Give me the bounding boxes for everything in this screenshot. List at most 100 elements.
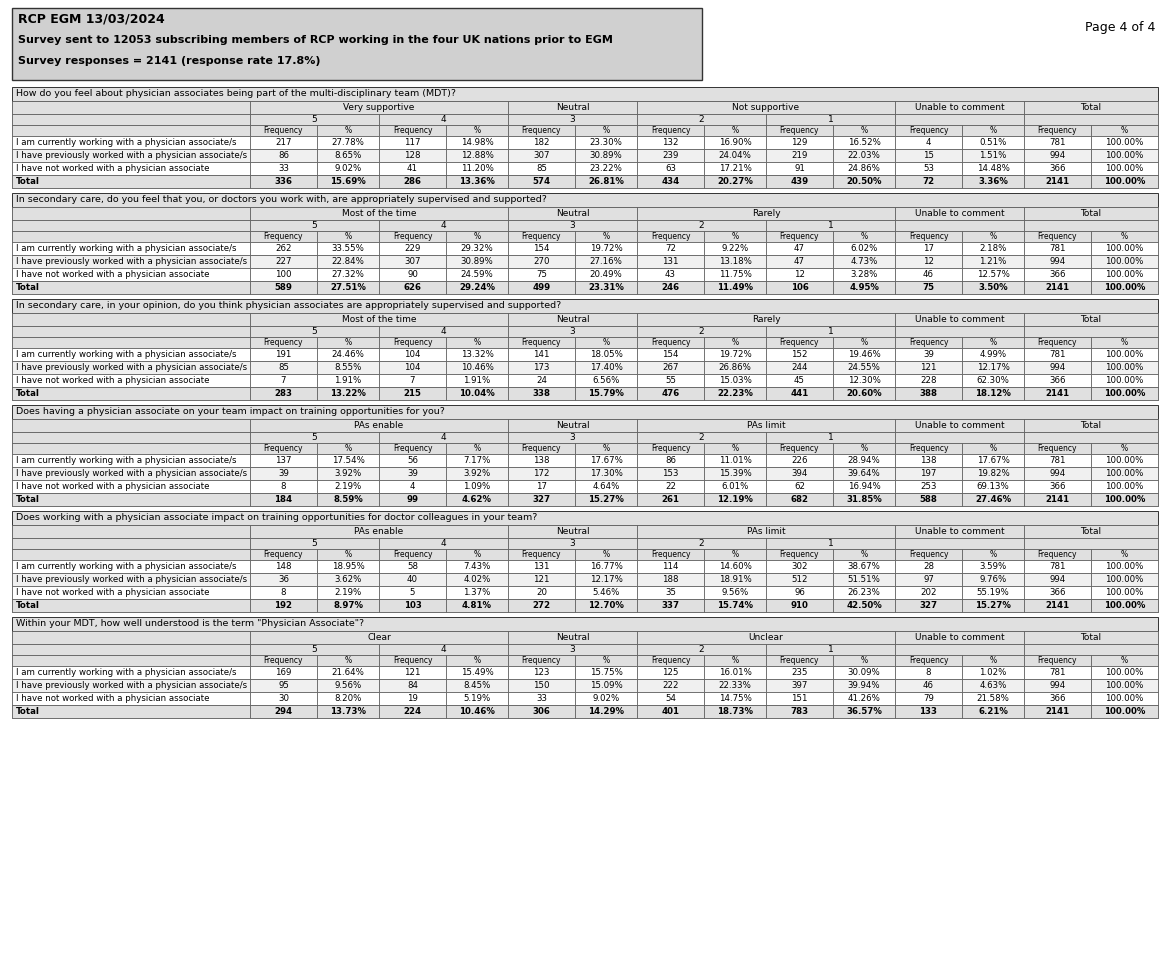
Text: 100.00%: 100.00% [1106,151,1144,160]
Bar [508,162,574,175]
Bar [250,631,508,644]
Text: 2: 2 [698,221,704,230]
Bar [1090,586,1158,599]
Bar [508,313,636,326]
Bar [574,480,636,493]
Bar [636,705,704,718]
Bar [1090,573,1158,586]
Bar [317,268,379,281]
Bar [895,454,962,467]
Text: 84: 84 [407,681,418,690]
Bar [379,573,446,586]
Bar [317,679,379,692]
Text: 336: 336 [275,177,292,186]
Bar [833,231,895,242]
Text: 2.18%: 2.18% [979,244,1006,253]
Text: 47: 47 [794,244,805,253]
Bar [12,136,250,149]
Bar [508,560,574,573]
Bar [766,337,833,348]
Bar [12,242,1158,255]
Text: 132: 132 [662,138,679,147]
Bar [704,337,766,348]
Text: 100.00%: 100.00% [1103,177,1145,186]
Bar [508,231,574,242]
Bar [12,443,250,454]
Bar [766,387,833,400]
Bar [508,586,574,599]
Text: %: % [1121,656,1128,665]
Text: Rarely: Rarely [751,315,780,324]
Bar [12,231,1158,242]
Bar [636,255,704,268]
Bar [250,255,317,268]
Text: 13.18%: 13.18% [718,257,751,266]
Bar [379,361,446,374]
Bar [636,242,704,255]
Bar [508,692,574,705]
Text: 4.73%: 4.73% [851,257,878,266]
Text: 1: 1 [827,539,833,548]
Text: 138: 138 [534,456,550,465]
Bar [12,467,250,480]
Bar [895,136,962,149]
Bar [574,149,636,162]
Bar [1090,374,1158,387]
Text: 54: 54 [665,694,676,703]
Bar [895,175,962,188]
Bar [317,162,379,175]
Text: 8.45%: 8.45% [463,681,490,690]
Bar [704,281,766,294]
Text: 7: 7 [281,376,287,385]
Text: Frequency: Frequency [522,656,562,665]
Text: 121: 121 [921,363,937,372]
Bar [12,586,250,599]
Bar [766,231,833,242]
Bar [833,573,895,586]
Text: PAs limit: PAs limit [746,527,785,536]
Bar [317,443,379,454]
Text: Frequency: Frequency [393,444,432,453]
Bar [636,101,895,114]
Bar [379,348,446,361]
Bar [379,281,446,294]
Bar [12,549,1158,560]
Bar [766,242,833,255]
Bar [317,692,379,705]
Text: 100.00%: 100.00% [1106,376,1144,385]
Text: I have previously worked with a physician associate/s: I have previously worked with a physicia… [16,363,247,372]
Bar [704,443,766,454]
Bar [250,149,317,162]
Text: Most of the time: Most of the time [342,209,417,218]
Bar [766,454,833,467]
Text: 3.36%: 3.36% [978,177,1007,186]
Bar [1090,493,1158,506]
Text: 100.00%: 100.00% [1106,575,1144,584]
Text: 40: 40 [407,575,418,584]
Bar [508,149,574,162]
Bar [379,599,446,612]
Bar [704,560,766,573]
Bar [12,207,250,220]
Bar [379,255,446,268]
Text: 39: 39 [407,469,418,478]
Bar [574,655,636,666]
Text: PAs enable: PAs enable [355,421,404,430]
Text: 994: 994 [1049,257,1066,266]
Text: %: % [860,444,868,453]
Text: %: % [990,550,997,559]
Text: Frequency: Frequency [522,232,562,241]
Bar [12,387,1158,400]
Text: 397: 397 [791,681,807,690]
Bar [508,538,636,549]
Bar [12,599,250,612]
Bar [766,175,833,188]
Text: 26.81%: 26.81% [589,177,624,186]
Bar [12,432,1158,443]
Text: 35: 35 [665,588,676,597]
Text: 154: 154 [662,350,679,359]
Bar [962,493,1024,506]
Text: 10.46%: 10.46% [461,363,494,372]
Bar [12,705,1158,718]
Text: 169: 169 [275,668,291,677]
